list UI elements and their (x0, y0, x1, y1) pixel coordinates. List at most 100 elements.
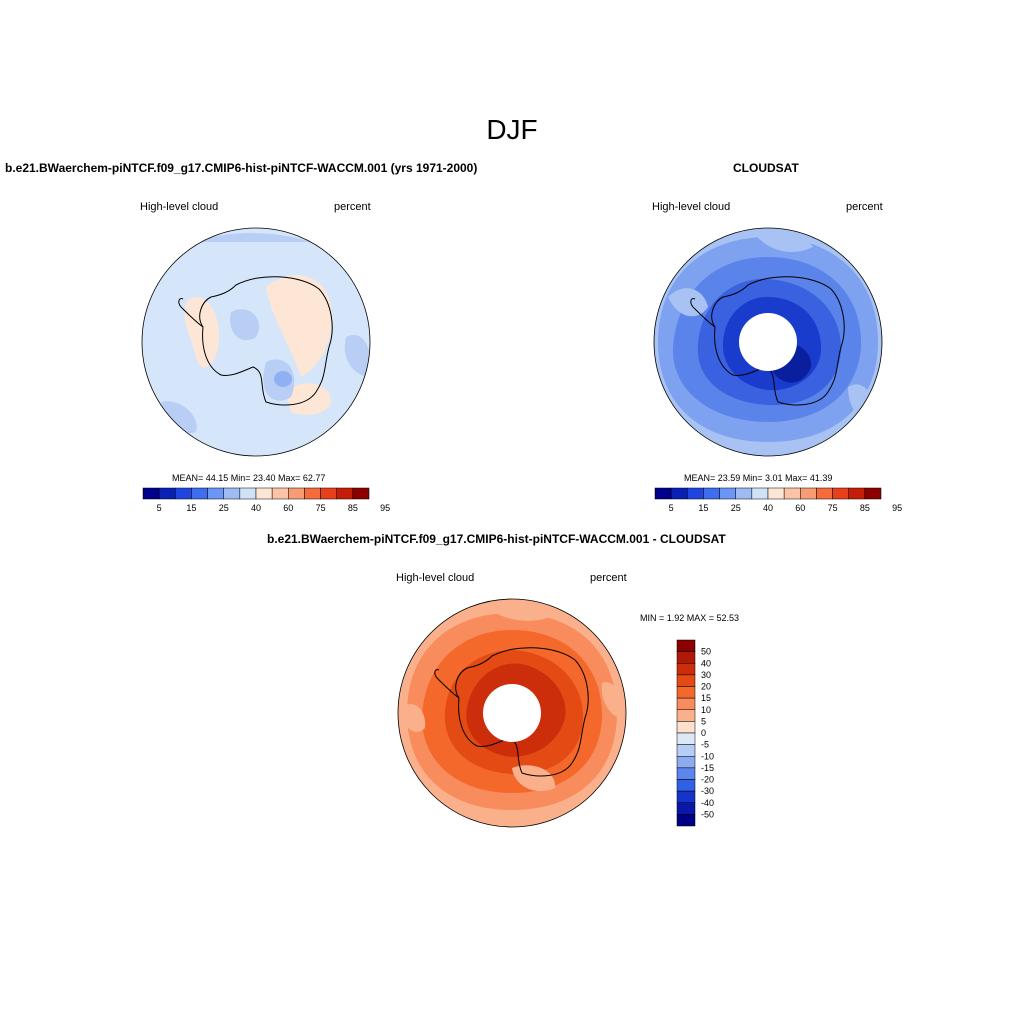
panel-3-colorbar-box (676, 663, 696, 676)
panel-1-colorbar-label: 60 (283, 503, 293, 513)
panel-1-colorbar-label: 25 (219, 503, 229, 513)
panel-1-colorbar-box (142, 487, 160, 500)
panel-2-colorbar-label: 5 (669, 503, 674, 513)
panel-2-antarctica-coastline (711, 276, 845, 406)
panel-2-colorbar-box (816, 487, 833, 500)
panel-3-colorbar-box (676, 732, 696, 745)
panel-2-colorbar-label: 25 (731, 503, 741, 513)
panel-3-colorbar-box (676, 686, 696, 699)
panel-2-stats: MEAN= 23.59 Min= 3.01 Max= 41.39 (684, 473, 833, 483)
panel-3-colorbar-box (676, 674, 696, 687)
panel-2-units-label: percent (846, 201, 883, 213)
panel-2-colorbar-box (751, 487, 769, 500)
panel-1-contour-light-west (184, 296, 220, 368)
panel-2-no-data-pole (739, 313, 797, 371)
panel-3-colorbar-box (676, 814, 696, 827)
panel-3-colorbar-box (676, 721, 696, 734)
panel-1-units-label: percent (334, 201, 371, 213)
panel-3-units-label: percent (590, 572, 627, 584)
panel-2-variable-label: High-level cloud (652, 201, 731, 213)
panel-3-contour-light-patch-north (482, 599, 552, 621)
panel-2-colorbar-box (864, 487, 882, 500)
panel-1-colorbar-label: 5 (157, 503, 162, 513)
panel-3-colorbar-label: 40 (701, 658, 711, 668)
panel-3-colorbar-label: 10 (701, 705, 711, 715)
panel-1-colorbar-box (320, 487, 337, 500)
panel-1-contour-light-north (266, 275, 332, 377)
panel-2-colorbar-box (670, 487, 688, 500)
panel-1-colorbar-box (304, 487, 321, 500)
panel-2-title: CLOUDSAT (733, 161, 799, 175)
panel-1-contour-blue-sw (161, 401, 197, 434)
panel-1-colorbar-box (191, 487, 208, 500)
panel-2-contour-light-patch-north (753, 230, 813, 252)
panel-2-polar-map (653, 227, 883, 457)
panel-1-contour-blue-interior (230, 309, 260, 341)
panel-3-colorbar-label: 15 (701, 693, 711, 703)
panel-1-colorbar-label: 15 (186, 503, 196, 513)
panel-3-colorbar-label: -15 (701, 763, 714, 773)
panel-1-colorbar-box (158, 487, 176, 500)
panel-3-colorbar-label: -30 (701, 786, 714, 796)
panel-1-colorbar-box (175, 487, 192, 500)
panel-1-map-border (141, 227, 371, 457)
panel-1-colorbar-label: 75 (316, 503, 326, 513)
panel-2-colorbar-label: 85 (860, 503, 870, 513)
panel-2-colorbar-box (719, 487, 736, 500)
panel-1-colorbar-box (352, 487, 370, 500)
panel-1-antarctica-coastline (199, 276, 333, 406)
panel-3-contour-light-patch-sw (402, 704, 426, 732)
panel-3-colorbar-box (676, 651, 696, 664)
panel-1-colorbar-box (271, 487, 289, 500)
panel-1-colorbar-box (239, 487, 257, 500)
panel-2-colorbar-label: 15 (698, 503, 708, 513)
panel-2-colorbar-box (800, 487, 817, 500)
panel-2-contour-light-patch-west (668, 288, 708, 317)
panel-2-colorbar-box (783, 487, 801, 500)
panel-1-colorbar-box (207, 487, 224, 500)
panel-3-colorbar-label: -20 (701, 775, 714, 785)
panel-3-colorbar-box (676, 639, 696, 652)
panel-3-colorbar-label: -50 (701, 809, 714, 819)
panel-3-contour-light-patch-south (512, 765, 556, 792)
panel-1-colorbar-label: 85 (348, 503, 358, 513)
figure-title: DJF (486, 114, 538, 145)
panel-3-title: b.e21.BWaerchem-piNTCF.f09_g17.CMIP6-his… (267, 532, 726, 546)
panel-2-colorbar-box (848, 487, 866, 500)
panel-1-colorbar-label: 40 (251, 503, 261, 513)
panel-3-colorbar-label: 50 (701, 647, 711, 657)
panel-1-stats: MEAN= 44.15 Min= 23.40 Max= 62.77 (172, 473, 326, 483)
panel-1-colorbar-box (223, 487, 241, 500)
panel-2-colorbar-label: 60 (795, 503, 805, 513)
panel-2-colorbar-box (654, 487, 672, 500)
panel-1-colorbar: 5 15 25 40 60 75 85 95 (142, 487, 390, 513)
panel-3-colorbar-box (676, 697, 696, 710)
panel-3-colorbar-label: 20 (701, 682, 711, 692)
panel-1-colorbar-box (288, 487, 305, 500)
panel-3-colorbar-box (676, 756, 696, 769)
panel-3-colorbar-box (676, 767, 696, 780)
panel-1-variable-label: High-level cloud (140, 201, 219, 213)
panel-3-colorbar-label: -5 (701, 740, 709, 750)
panel-1-contour-low-band (181, 233, 341, 257)
panel-2-colorbar-label: 75 (828, 503, 838, 513)
panel-3-stats: MIN = 1.92 MAX = 52.53 (640, 613, 740, 623)
panel-3-colorbar-box (676, 779, 696, 792)
panel-3-contour-light-patch-east (601, 682, 622, 718)
panel-2-map-border (653, 227, 883, 457)
panel-1-title: b.e21.BWaerchem-piNTCF.f09_g17.CMIP6-his… (5, 161, 478, 175)
panel-1-contour-blue-core (274, 371, 292, 387)
panel-3-antarctic-peninsula (434, 669, 460, 699)
panel-1-colorbar-box (255, 487, 273, 500)
panel-2-colorbar: 5 15 25 40 60 75 85 95 (654, 487, 902, 513)
panel-1-polar-map (141, 227, 371, 457)
panel-3-colorbar-box (676, 709, 696, 722)
panel-3-colorbar-label: -10 (701, 751, 714, 761)
panel-2-colorbar-box (687, 487, 704, 500)
panel-2-colorbar-label: 40 (763, 503, 773, 513)
panel-1-antarctic-peninsula (178, 298, 204, 328)
panel-3-colorbar-label: 5 (701, 716, 706, 726)
panel-2-colorbar-box (767, 487, 785, 500)
panel-2-antarctic-peninsula (690, 298, 716, 328)
